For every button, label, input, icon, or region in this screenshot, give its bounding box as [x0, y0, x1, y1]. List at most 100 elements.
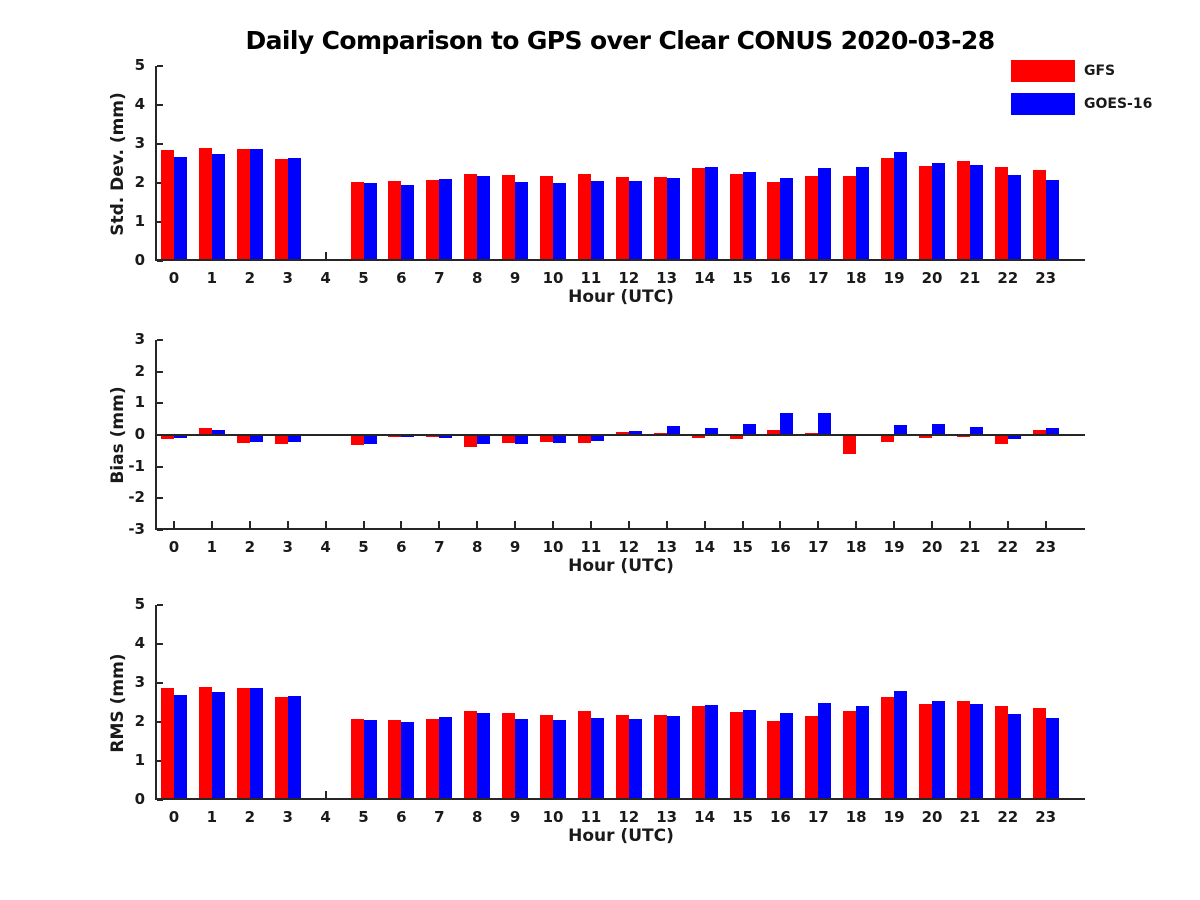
bar-gfs-h1: [198, 428, 212, 435]
bar-goes16-h18: [856, 167, 870, 261]
x-tick: [514, 521, 517, 530]
x-axis-spine: [155, 528, 1085, 530]
bar-gfs-h10: [540, 435, 553, 443]
y-tick-label: 1: [134, 393, 145, 412]
y-tick-label: 0: [134, 251, 145, 269]
x-tick-label: 13: [656, 269, 678, 287]
bar-goes16-h7: [439, 435, 453, 438]
bar-gfs-h22: [994, 167, 1008, 261]
bar-goes16-h18: [856, 706, 870, 800]
y-tick: [157, 65, 163, 67]
x-tick-label: 3: [282, 538, 293, 556]
bar-gfs-h20: [919, 166, 932, 261]
bar-gfs-h19: [881, 435, 895, 443]
bar-gfs-h14: [691, 168, 705, 261]
bar-goes16-h8: [477, 175, 491, 261]
legend-entry-gfs: GFS: [1011, 60, 1152, 82]
y-tick-label: -2: [128, 488, 145, 507]
y-tick: [157, 604, 163, 606]
bar-goes16-h20: [932, 423, 945, 435]
bar-gfs-h2: [236, 149, 250, 261]
x-tick-label: 15: [732, 538, 753, 556]
bar-goes16-h1: [211, 691, 225, 800]
bar-goes16-h23: [1045, 718, 1059, 800]
bar-goes16-h9: [515, 718, 529, 800]
x-tick-label: 2: [244, 269, 256, 287]
x-tick-label: 4: [320, 538, 331, 556]
x-tick-label: 15: [732, 269, 753, 287]
x-tick: [438, 521, 441, 530]
bar-gfs-h7: [426, 179, 440, 261]
x-axis-spine: [155, 259, 1085, 261]
x-tick-label: 0: [168, 269, 180, 287]
y-tick: [157, 529, 163, 531]
x-tick-label: 20: [921, 538, 943, 556]
bar-goes16-h3: [287, 435, 301, 442]
x-axis-label: Hour (UTC): [568, 287, 674, 307]
bar-gfs-h22: [994, 435, 1008, 444]
chart-title: Daily Comparison to GPS over Clear CONUS…: [245, 26, 995, 55]
bar-goes16-h15: [742, 709, 756, 800]
legend-label-goes16: GOES-16: [1084, 96, 1153, 112]
x-tick: [476, 521, 479, 530]
bar-gfs-h18: [843, 435, 857, 454]
bar-goes16-h19: [894, 690, 908, 800]
bar-gfs-h2: [236, 687, 250, 800]
bar-goes16-h0: [174, 694, 187, 800]
bar-goes16-h2: [249, 435, 263, 442]
x-tick: [1006, 521, 1009, 530]
x-tick-label: 19: [883, 538, 905, 556]
x-tick-label: 1: [206, 538, 218, 556]
x-tick-label: 16: [769, 808, 791, 826]
bar-goes16-h21: [969, 164, 983, 261]
x-tick-label: 19: [883, 269, 905, 287]
x-tick-label: 16: [769, 269, 791, 287]
bar-goes16-h9: [515, 435, 529, 444]
bar-goes16-h8: [477, 435, 491, 444]
x-tick-label: 5: [358, 808, 369, 826]
bar-gfs-h0: [161, 149, 174, 261]
x-tick-label: 18: [845, 538, 867, 556]
legend-entry-goes16: GOES-16: [1011, 93, 1152, 115]
bar-goes16-h11: [590, 718, 604, 800]
bar-gfs-h9: [502, 713, 516, 800]
x-tick-label: 9: [509, 538, 521, 556]
y-tick-label: 0: [134, 425, 145, 443]
x-tick: [324, 521, 327, 530]
bar-goes16-h14: [704, 705, 718, 800]
bar-gfs-h19: [881, 697, 895, 800]
x-tick-label: 7: [434, 269, 445, 287]
x-tick-label: 10: [542, 269, 564, 287]
y-tick-label: 4: [134, 95, 145, 113]
bar-gfs-h20: [919, 704, 932, 800]
x-tick-label: 18: [845, 269, 867, 287]
x-tick: [817, 521, 820, 530]
y-tick-label: 3: [134, 134, 145, 152]
bar-gfs-h15: [729, 435, 743, 440]
x-tick: [665, 521, 668, 530]
x-tick: [627, 521, 630, 530]
y-tick-label: 2: [134, 173, 145, 191]
bar-gfs-h14: [691, 706, 705, 800]
x-tick-label: 21: [959, 269, 981, 287]
bar-goes16-h15: [742, 171, 756, 261]
bar-gfs-h7: [426, 718, 440, 800]
bar-goes16-h14: [704, 167, 718, 261]
bar-gfs-h9: [502, 175, 516, 261]
bar-goes16-h13: [666, 177, 680, 261]
x-tick-label: 23: [1035, 808, 1057, 826]
bar-gfs-h21: [956, 161, 970, 261]
y-tick-label: 1: [134, 751, 145, 769]
y-tick-label: 4: [134, 634, 145, 652]
x-tick-label: 10: [542, 808, 564, 826]
bar-gfs-h9: [502, 435, 516, 443]
bar-gfs-h17: [805, 175, 819, 261]
x-tick-label: 9: [509, 808, 521, 826]
bar-goes16-h17: [818, 167, 832, 261]
x-tick-label: 2: [244, 808, 256, 826]
bar-gfs-h11: [577, 711, 591, 800]
bar-gfs-h1: [198, 147, 212, 261]
x-axis-spine: [155, 798, 1085, 800]
x-tick-label: 21: [959, 538, 981, 556]
bar-goes16-h8: [477, 713, 491, 800]
